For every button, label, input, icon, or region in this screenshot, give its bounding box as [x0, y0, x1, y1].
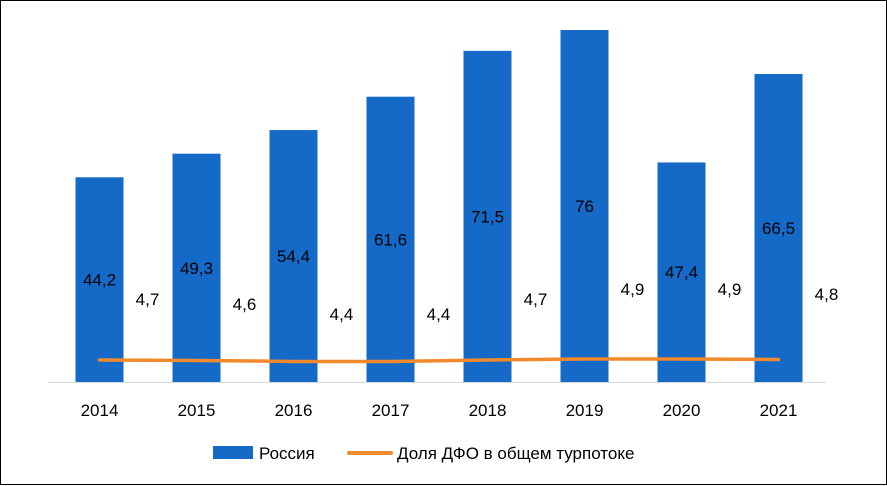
line-data-label: 4,7 — [136, 290, 160, 309]
line-data-label: 4,9 — [621, 280, 645, 299]
legend-label-dfo-share: Доля ДФО в общем турпотоке — [397, 444, 634, 463]
bar-data-label: 76 — [575, 197, 594, 216]
x-tick-label: 2020 — [663, 401, 701, 420]
line-dfo-share — [97, 357, 781, 364]
bar-russia-2015 — [172, 153, 221, 382]
bar-data-label: 44,2 — [83, 271, 116, 290]
bar-russia-2017 — [366, 96, 415, 383]
bar-data-label: 61,6 — [374, 230, 407, 249]
legend-swatch-russia — [213, 446, 253, 459]
bar-data-label: 47,4 — [665, 263, 698, 282]
x-tick-label: 2016 — [275, 401, 313, 420]
line-data-label: 4,9 — [718, 280, 742, 299]
x-tick-label: 2018 — [469, 401, 507, 420]
x-tick-label: 2015 — [178, 401, 216, 420]
x-tick-label: 2019 — [566, 401, 604, 420]
line-data-label: 4,4 — [330, 305, 354, 324]
line-data-label: 4,6 — [233, 295, 257, 314]
line-data-label: 4,8 — [815, 285, 839, 304]
bar-data-label: 66,5 — [762, 219, 795, 238]
bar-russia-2014 — [75, 177, 124, 382]
bar-data-label: 71,5 — [471, 207, 504, 226]
legend: Россия Доля ДФО в общем турпотоке — [213, 444, 634, 463]
x-tick-label: 2014 — [81, 401, 119, 420]
bar-data-label: 49,3 — [180, 259, 213, 278]
legend-label-russia: Россия — [259, 444, 315, 463]
line-data-label: 4,7 — [524, 290, 548, 309]
x-tick-label: 2021 — [760, 401, 798, 420]
bar-russia-2020 — [657, 162, 706, 382]
bar-russia-2018 — [463, 50, 512, 383]
x-tick-label: 2017 — [372, 401, 410, 420]
bar-russia-2019 — [560, 30, 609, 382]
line-data-label: 4,4 — [427, 305, 451, 324]
bar-data-label: 54,4 — [277, 247, 310, 266]
bar-russia-2021 — [754, 74, 803, 382]
bar-russia-2016 — [269, 130, 318, 382]
